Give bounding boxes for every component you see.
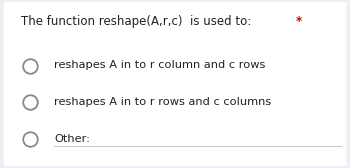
Point bbox=[27, 64, 33, 67]
Text: The function reshape(A,r,c)  is used to:: The function reshape(A,r,c) is used to: bbox=[21, 15, 255, 28]
Point bbox=[27, 138, 33, 141]
FancyBboxPatch shape bbox=[4, 2, 346, 166]
Text: *: * bbox=[296, 15, 302, 28]
Text: Other:: Other: bbox=[54, 134, 90, 144]
Point bbox=[27, 101, 33, 104]
Text: reshapes A in to r column and c rows: reshapes A in to r column and c rows bbox=[54, 60, 266, 71]
Text: reshapes A in to r rows and c columns: reshapes A in to r rows and c columns bbox=[54, 97, 272, 108]
